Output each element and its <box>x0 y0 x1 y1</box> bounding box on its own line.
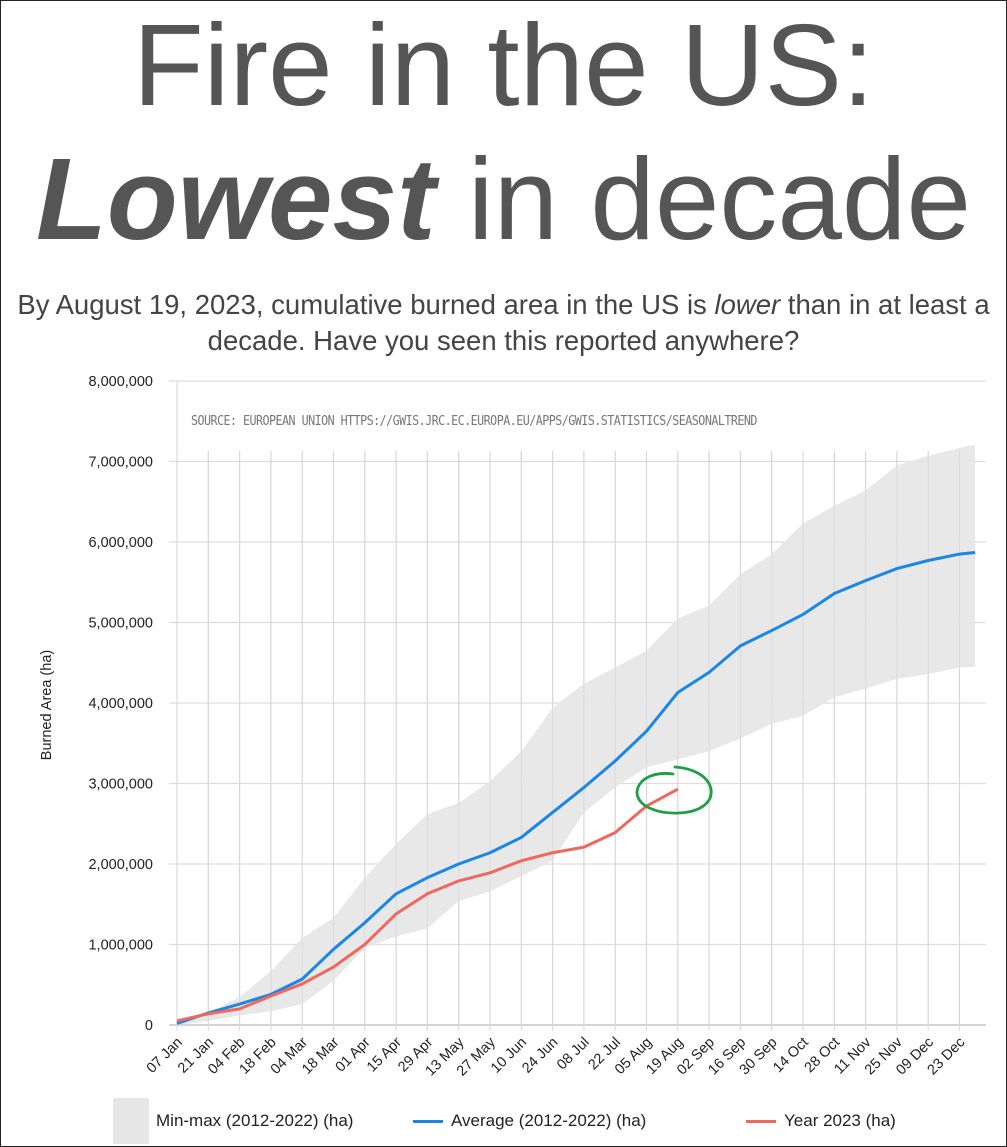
y-tick-label: 3,000,000 <box>88 777 153 793</box>
y-tick-label: 8,000,000 <box>88 374 153 390</box>
x-tick-label: 08 Jul <box>554 1035 593 1074</box>
headline-line-2: Lowest in decade <box>1 141 1006 257</box>
y-tick-label: 5,000,000 <box>88 616 153 632</box>
subtitle-part-1: By August 19, 2023, cumulative burned ar… <box>17 289 715 320</box>
y-tick-label: 6,000,000 <box>88 535 153 551</box>
legend-average-swatch <box>413 1120 443 1123</box>
x-tick-label: 01 Apr <box>333 1034 374 1075</box>
x-tick-label: 24 Jun <box>519 1035 561 1077</box>
subtitle-emphasis: lower <box>714 289 781 320</box>
headline-rest: in decade <box>435 134 971 264</box>
headline-emphasis: Lowest <box>36 134 436 264</box>
legend: Min-max (2012-2022) (ha) Average (2012-2… <box>1 1098 1006 1144</box>
y-axis-title: Burned Area (ha) <box>39 650 55 760</box>
y-tick-label: 1,000,000 <box>88 938 153 954</box>
legend-minmax-label: Min-max (2012-2022) (ha) <box>156 1111 354 1130</box>
legend-2023-label: Year 2023 (ha) <box>784 1111 896 1130</box>
legend-average-label: Average (2012-2022) (ha) <box>451 1111 647 1130</box>
subtitle-part-2: than in at least a decade. Have you seen… <box>207 289 990 356</box>
y-tick-label: 7,000,000 <box>88 455 153 471</box>
minmax-band <box>177 444 976 1026</box>
y-tick-label: 4,000,000 <box>88 696 153 712</box>
x-tick-label: 15 Apr <box>364 1034 405 1075</box>
legend-minmax-swatch <box>113 1098 149 1144</box>
y-tick-label: 0 <box>145 1018 153 1034</box>
source-note: SOURCE: EUROPEAN UNION HTTPS://GWIS.JRC.… <box>191 414 757 429</box>
subtitle: By August 19, 2023, cumulative burned ar… <box>1 287 1006 359</box>
legend-2023-swatch <box>746 1120 776 1123</box>
y-tick-label: 2,000,000 <box>88 857 153 873</box>
headline-line-1: Fire in the US: <box>132 0 875 130</box>
annotation-circle <box>635 765 713 815</box>
